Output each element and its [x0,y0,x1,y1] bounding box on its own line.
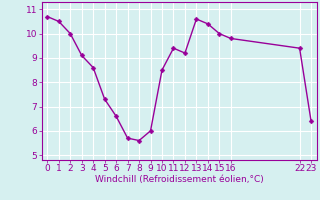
X-axis label: Windchill (Refroidissement éolien,°C): Windchill (Refroidissement éolien,°C) [95,175,264,184]
